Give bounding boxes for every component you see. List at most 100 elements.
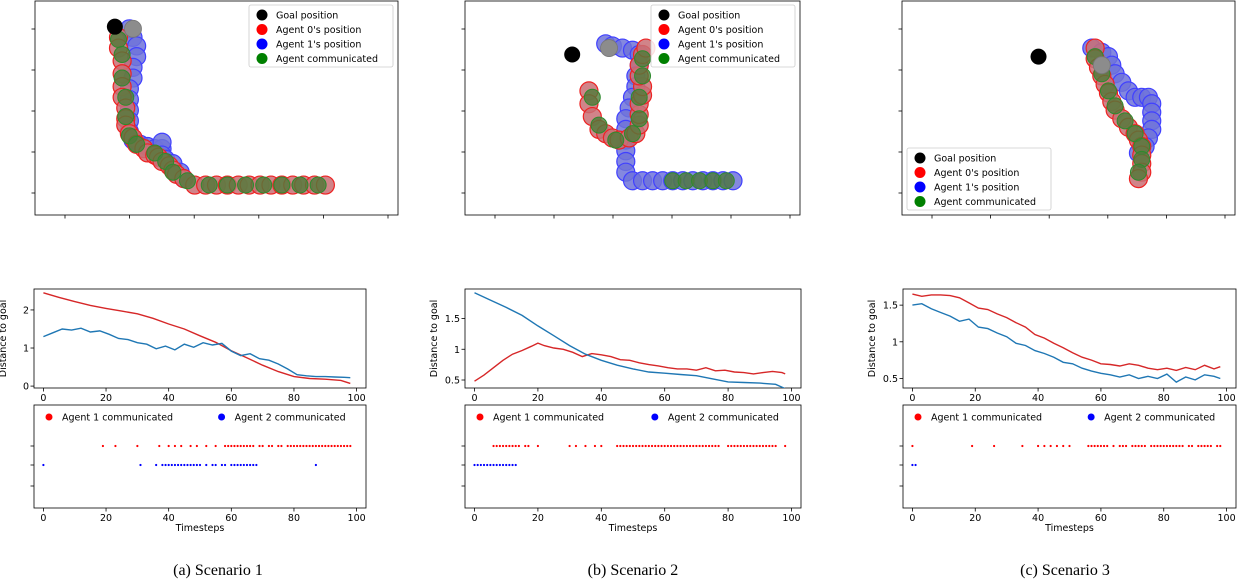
agent1-communicated-point	[158, 444, 161, 448]
agent1-communicated-point	[752, 444, 755, 448]
panel-scenario-2: Goal position Agent 0's position Agent 1's…	[429, 0, 802, 579]
agent2-communicated-point	[255, 463, 258, 467]
agent1-communicated-point	[492, 444, 495, 448]
agent1-communicated-point	[342, 444, 346, 448]
agent1-communicated-point	[768, 444, 771, 448]
x-tick-label: 0	[40, 513, 46, 524]
agent1-communicated-point	[517, 444, 520, 448]
agent1-communicated-point	[136, 444, 139, 448]
agent1-communicated-point	[685, 444, 688, 448]
x-tick-label: 0	[40, 393, 46, 404]
agent1-communicated-point	[1062, 444, 1065, 448]
legend-label: Agent 0's position	[678, 25, 763, 36]
agent1-communicated-point	[774, 444, 777, 448]
agent1-communicated-point	[495, 444, 498, 448]
agent2-communicated-point	[508, 463, 511, 467]
agent2-communicated-point	[205, 463, 208, 467]
y-tick-label: 1	[454, 345, 460, 356]
agent1-communicated-point	[711, 444, 714, 448]
agent-communicated-point	[624, 125, 641, 143]
agent1-communicated-point	[692, 444, 695, 448]
agent1-communicated-point	[1102, 444, 1106, 448]
distance-axes-frame	[902, 288, 1237, 389]
agent0-distance-line	[43, 292, 351, 385]
agent1-communicated-point	[644, 444, 647, 448]
x-tick-label: 80	[722, 513, 734, 524]
agent1-communicated-point	[336, 444, 339, 448]
x-axis-label: Timesteps	[175, 523, 225, 534]
legend-marker	[256, 38, 268, 50]
agent-communicated-point	[717, 172, 735, 190]
agent1-communicated-point	[993, 444, 996, 448]
agent1-communicated-point	[1187, 444, 1190, 448]
agent1-communicated-point	[673, 444, 676, 448]
agent2-communicated-point	[220, 463, 224, 467]
agent1-communicated-point	[730, 444, 733, 448]
legend-label: Agent 1 communicated	[931, 413, 1042, 424]
legend-label: Agent 2 communicated	[1104, 413, 1215, 424]
legend-marker	[658, 24, 670, 35]
agent-communicated-point	[291, 176, 309, 194]
agent1-communicated-point	[666, 444, 669, 448]
agent1-communicated-point	[346, 444, 349, 448]
agent2-communicated-point	[249, 463, 252, 467]
agent1-communicated-point	[114, 444, 117, 448]
legend-box	[650, 4, 796, 68]
agent1-communicated-point	[1143, 444, 1146, 448]
x-tick-label: 20	[969, 393, 981, 404]
agent1-communicated-point	[330, 444, 333, 448]
agent1-communicated-point	[1093, 444, 1096, 448]
agent1-communicated-point	[625, 444, 628, 448]
agent1-communicated-point	[258, 444, 261, 448]
agent1-communicated-point	[1197, 444, 1200, 448]
agent1-communicated-point	[267, 444, 271, 448]
agent2-communicated-point	[183, 463, 186, 467]
goal-position-point	[106, 18, 123, 35]
x-tick-label: 60	[659, 393, 671, 404]
agent2-communicated-point	[511, 463, 514, 467]
agent1-communicated-point	[270, 444, 274, 448]
agent1-communicated-point	[295, 444, 299, 448]
agent1-communicated-point	[1134, 444, 1137, 448]
agent1-communicated-point	[180, 444, 183, 448]
y-axis-label: Distance to goal	[867, 300, 878, 377]
distance-plot: 0.5 1 1.5 0 20 40 60 80 100 Distance to goal	[429, 288, 802, 404]
goal-position-point	[1030, 48, 1047, 65]
x-tick-label: 80	[1158, 513, 1170, 524]
agent1-communicated-point	[765, 444, 768, 448]
agent1-communicated-point	[688, 444, 692, 448]
agent2-communicated-point	[164, 463, 167, 467]
agent2-communicated-point	[492, 463, 495, 467]
x-tick-label: 0	[471, 393, 477, 404]
agent1-communicated-point	[514, 444, 517, 448]
agent1-communicated-point	[657, 444, 660, 448]
legend-label: Agent 1's position	[934, 183, 1019, 194]
agent-communicated-point	[273, 176, 291, 194]
agent1-communicated-point	[508, 444, 511, 448]
agent2-communicated-point	[242, 463, 245, 467]
x-tick-label: 60	[659, 513, 671, 524]
agent1-communicated-point	[679, 444, 682, 448]
legend-label: Agent communicated	[678, 54, 780, 65]
communication-plot: 0 20 40 60 80 100 Timesteps Agent 1 communicate…	[899, 404, 1237, 534]
agent-final-position-point	[1092, 56, 1111, 75]
x-axis-label: Timesteps	[608, 523, 658, 534]
agent2-communicated-point	[473, 463, 476, 467]
agent1-communicated-point	[339, 444, 343, 448]
x-tick-label: 40	[163, 393, 175, 404]
agent1-communicated-point	[1090, 444, 1093, 448]
distance-plot: 0.5 1 1.5 0 20 40 60 80 100 Distance to goal	[867, 288, 1237, 404]
agent1-communicated-point	[286, 444, 289, 448]
trajectory-plot: Goal position Agent 0's position Agent 1's…	[898, 0, 1236, 219]
agent2-communicated-point	[914, 463, 917, 467]
agent2-communicated-point	[211, 463, 214, 467]
agent-communicated-point	[164, 163, 182, 181]
agent1-communicated-point	[101, 444, 105, 448]
agent2-communicated-point	[479, 463, 482, 467]
agent1-communicated-point	[223, 444, 227, 448]
legend-marker	[914, 152, 926, 164]
x-tick-label: 100	[348, 393, 366, 404]
legend-marker	[651, 413, 659, 421]
legend-label: Agent communicated	[276, 54, 378, 65]
agent-communicated-point	[200, 176, 218, 194]
